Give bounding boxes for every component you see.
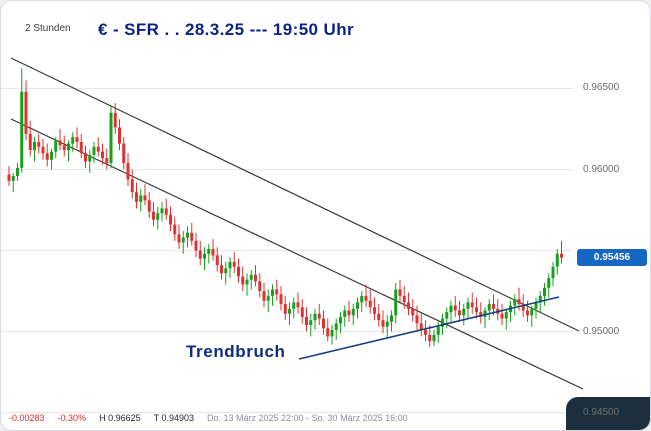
y-axis-label: 0.95000 [583, 325, 620, 337]
y-axis-label: 0.96500 [583, 82, 620, 94]
trendbruch-annotation: Trendbruch [186, 342, 286, 361]
y-axis-label: 0.96000 [583, 163, 620, 175]
broker-logo [566, 397, 650, 430]
period-high: H 0.96625 [99, 413, 141, 423]
change-percent: -0.30% [57, 413, 87, 423]
change-absolute: -0.00283 [9, 413, 45, 423]
timeframe-label: 2 Stunden [25, 23, 71, 34]
y-axis-label: 0.94500 [583, 406, 620, 418]
footer-stats: -0.00283 -0.30% H 0.96625 T 0.94903 Do. … [9, 413, 408, 423]
last-price-badge: 0.95456 [577, 249, 647, 267]
chart-title: € - SFR . . 28.3.25 --- 19:50 Uhr [98, 20, 355, 39]
period-low: T 0.94903 [153, 413, 194, 423]
date-range: Do. 13 März 2025 22:00 - So. 30 März 202… [206, 413, 408, 423]
